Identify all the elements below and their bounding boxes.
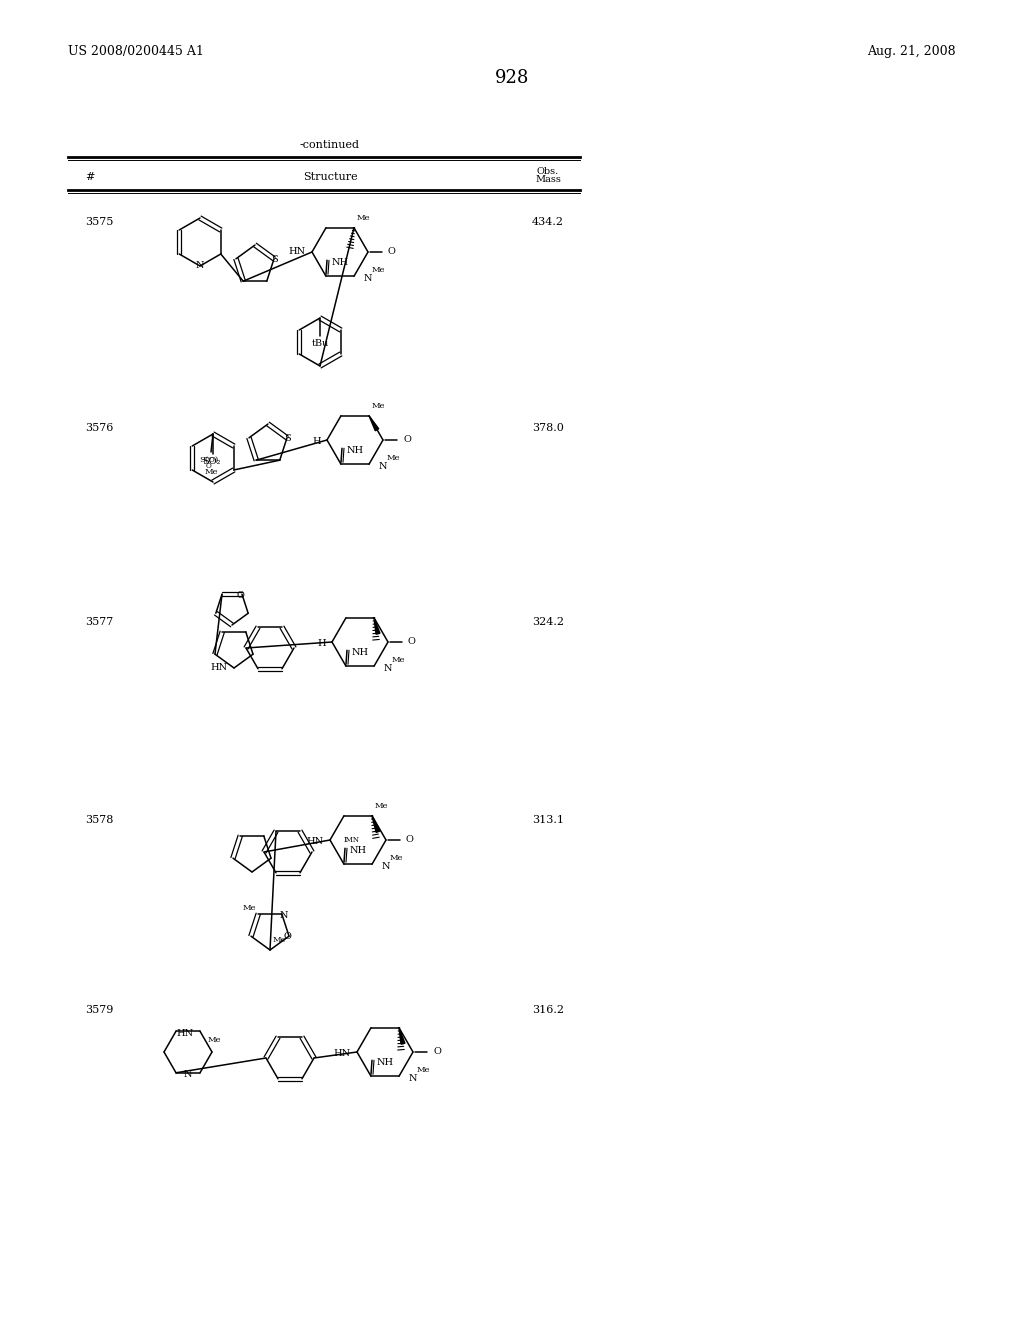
Text: Me: Me <box>273 936 287 944</box>
Text: Me: Me <box>375 801 388 809</box>
Text: Mass: Mass <box>536 176 561 185</box>
Text: 3579: 3579 <box>85 1005 114 1015</box>
Polygon shape <box>399 1028 404 1044</box>
Text: 3577: 3577 <box>85 616 114 627</box>
Text: N: N <box>384 664 392 673</box>
Polygon shape <box>369 416 379 430</box>
Text: Me: Me <box>243 904 256 912</box>
Text: 313.1: 313.1 <box>532 814 564 825</box>
Text: O: O <box>403 436 411 445</box>
Text: H: H <box>312 437 321 446</box>
Text: Me: Me <box>372 401 385 409</box>
Text: #: # <box>85 172 94 182</box>
Text: N: N <box>364 273 373 282</box>
Text: Structure: Structure <box>303 172 357 182</box>
Text: SO₂: SO₂ <box>202 458 220 466</box>
Text: Aug. 21, 2008: Aug. 21, 2008 <box>867 45 956 58</box>
Text: -continued: -continued <box>300 140 360 150</box>
Text: 316.2: 316.2 <box>532 1005 564 1015</box>
Text: S(O): S(O) <box>200 455 219 465</box>
Text: US 2008/0200445 A1: US 2008/0200445 A1 <box>68 45 204 58</box>
Text: 928: 928 <box>495 69 529 87</box>
Polygon shape <box>372 816 380 833</box>
Text: O: O <box>206 462 212 470</box>
Text: N: N <box>196 260 204 269</box>
Text: N: N <box>184 1071 193 1080</box>
Text: 434.2: 434.2 <box>532 216 564 227</box>
Text: NH: NH <box>351 648 369 657</box>
Text: N: N <box>379 462 387 471</box>
Text: HN: HN <box>334 1048 351 1057</box>
Text: O: O <box>406 836 414 845</box>
Polygon shape <box>374 618 380 634</box>
Text: N: N <box>280 911 288 920</box>
Text: Me: Me <box>204 469 218 477</box>
Text: IMN: IMN <box>344 837 360 845</box>
Text: H: H <box>317 639 326 648</box>
Text: HN: HN <box>211 664 228 672</box>
Text: O: O <box>433 1048 441 1056</box>
Text: O: O <box>283 932 291 941</box>
Text: NH: NH <box>346 446 364 455</box>
Text: 3575: 3575 <box>85 216 114 227</box>
Text: 3578: 3578 <box>85 814 114 825</box>
Text: Obs.: Obs. <box>537 166 559 176</box>
Text: NH: NH <box>349 846 367 855</box>
Text: tBu: tBu <box>311 339 329 348</box>
Text: Me: Me <box>387 454 400 462</box>
Text: Me: Me <box>417 1067 430 1074</box>
Text: O: O <box>388 248 396 256</box>
Text: 378.0: 378.0 <box>532 422 564 433</box>
Text: HN: HN <box>177 1028 194 1038</box>
Text: NH: NH <box>377 1057 393 1067</box>
Text: Me: Me <box>392 656 406 664</box>
Text: S: S <box>284 434 291 444</box>
Text: Me: Me <box>390 854 403 862</box>
Text: O: O <box>408 638 416 647</box>
Text: HN: HN <box>307 837 324 846</box>
Text: NH: NH <box>332 257 348 267</box>
Text: S: S <box>270 255 278 264</box>
Text: 3576: 3576 <box>85 422 114 433</box>
Text: Me: Me <box>372 267 385 275</box>
Text: O: O <box>237 591 244 599</box>
Text: HN: HN <box>289 248 306 256</box>
Text: 324.2: 324.2 <box>532 616 564 627</box>
Text: N: N <box>409 1073 418 1082</box>
Text: N: N <box>382 862 390 871</box>
Text: Me: Me <box>357 214 371 222</box>
Text: Me: Me <box>207 1036 221 1044</box>
